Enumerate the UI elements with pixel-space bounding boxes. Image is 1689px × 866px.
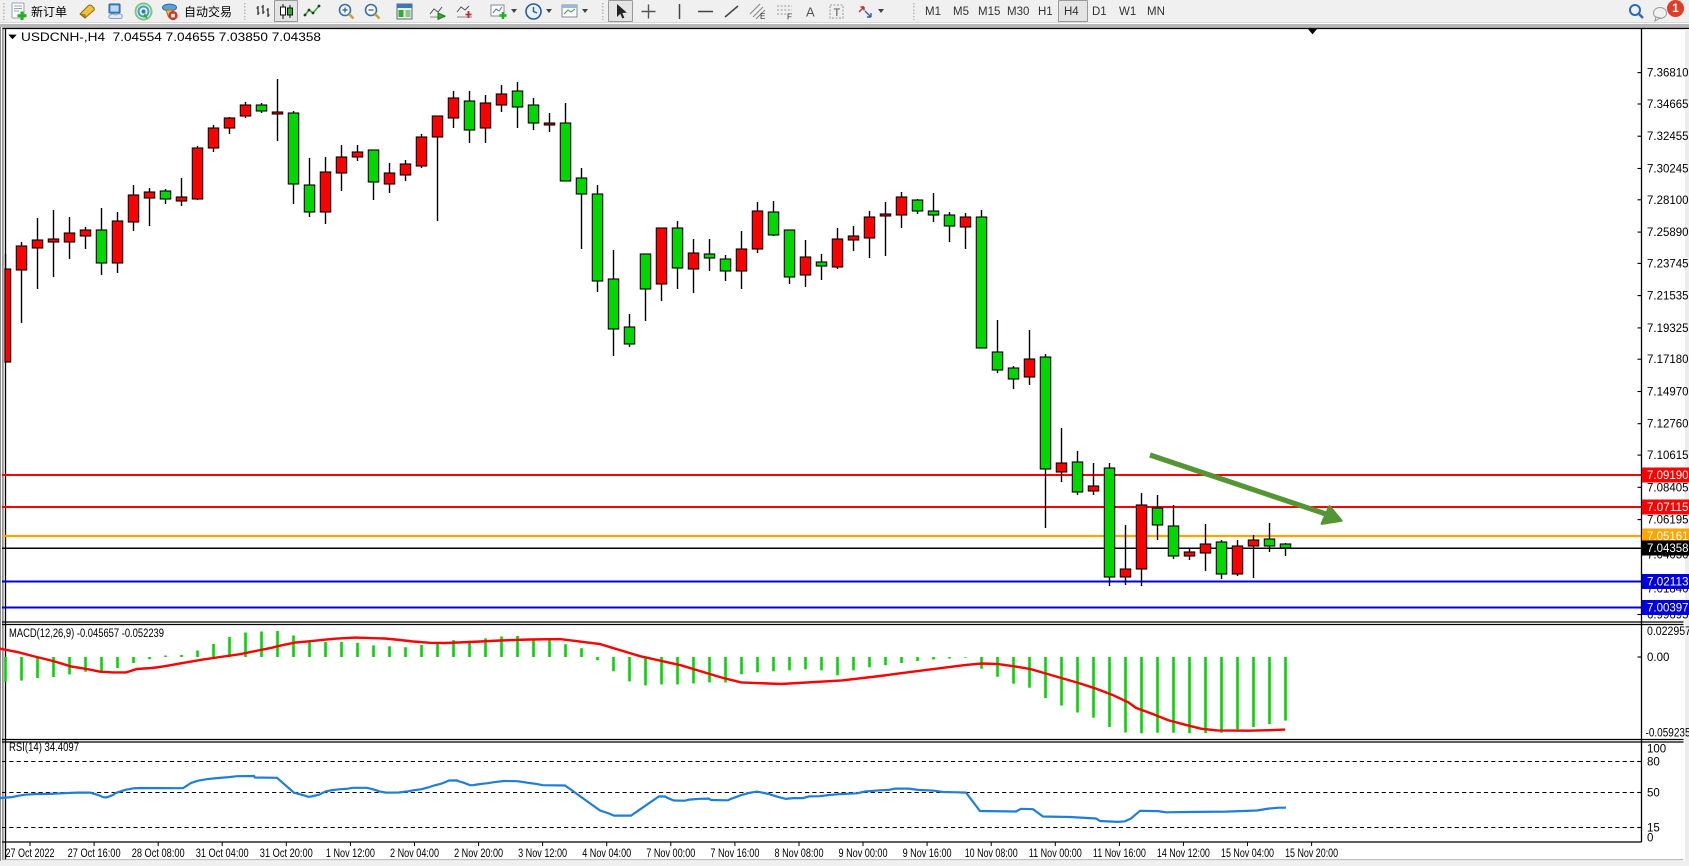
svg-text:7.17180: 7.17180: [1647, 354, 1689, 366]
svg-text:7.08405: 7.08405: [1647, 482, 1689, 494]
svg-text:7 Nov 16:00: 7 Nov 16:00: [710, 848, 759, 860]
svg-text:7.12760: 7.12760: [1647, 419, 1689, 431]
svg-text:14 Nov 12:00: 14 Nov 12:00: [1157, 848, 1210, 860]
svg-text:1 Nov 12:00: 1 Nov 12:00: [326, 848, 375, 860]
svg-text:0.00: 0.00: [1647, 652, 1669, 664]
svg-text:7.09190: 7.09190: [1647, 470, 1689, 482]
svg-text:9 Nov 16:00: 9 Nov 16:00: [903, 848, 952, 860]
svg-text:4 Nov 04:00: 4 Nov 04:00: [582, 848, 631, 860]
svg-text:7.21535: 7.21535: [1647, 291, 1689, 303]
svg-text:7.05161: 7.05161: [1647, 531, 1689, 543]
svg-text:2 Nov 20:00: 2 Nov 20:00: [454, 848, 503, 860]
svg-text:11 Nov 16:00: 11 Nov 16:00: [1093, 848, 1146, 860]
svg-text:7 Nov 00:00: 7 Nov 00:00: [646, 848, 695, 860]
svg-text:8 Nov 08:00: 8 Nov 08:00: [775, 848, 824, 860]
svg-text:7.07115: 7.07115: [1647, 502, 1689, 514]
svg-text:0.022957: 0.022957: [1647, 626, 1689, 638]
svg-text:11 Nov 00:00: 11 Nov 00:00: [1029, 848, 1082, 860]
svg-text:7.02113: 7.02113: [1647, 577, 1689, 589]
svg-text:7.30245: 7.30245: [1647, 164, 1689, 176]
svg-text:28 Oct 08:00: 28 Oct 08:00: [132, 848, 185, 860]
svg-text:F: F: [787, 13, 792, 22]
svg-text:15 Nov 20:00: 15 Nov 20:00: [1285, 848, 1338, 860]
svg-text:7.00397: 7.00397: [1647, 603, 1689, 615]
svg-text:7.36810: 7.36810: [1647, 68, 1689, 80]
svg-text:31 Oct 04:00: 31 Oct 04:00: [196, 848, 249, 860]
svg-text:80: 80: [1647, 757, 1660, 769]
svg-text:USDCNH-,H4 7.04554 7.04655 7.: USDCNH-,H4 7.04554 7.04655 7.03850 7.043…: [21, 30, 321, 44]
svg-text:10 Nov 08:00: 10 Nov 08:00: [965, 848, 1018, 860]
svg-text:RSI(14) 34.4097: RSI(14) 34.4097: [9, 742, 79, 754]
svg-text:3 Nov 12:00: 3 Nov 12:00: [518, 848, 567, 860]
svg-text:MACD(12,26,9) -0.045657 -0.052: MACD(12,26,9) -0.045657 -0.052239: [9, 628, 164, 640]
svg-text:7.34665: 7.34665: [1647, 99, 1689, 111]
svg-text:-0.059235: -0.059235: [1646, 728, 1689, 740]
svg-text:7.04358: 7.04358: [1647, 543, 1689, 555]
svg-text:7.19325: 7.19325: [1647, 323, 1689, 335]
svg-text:15: 15: [1647, 823, 1660, 835]
svg-text:T: T: [834, 7, 841, 19]
svg-text:7.23745: 7.23745: [1647, 258, 1689, 270]
svg-text:7.32455: 7.32455: [1647, 131, 1689, 143]
svg-text:E: E: [760, 12, 765, 21]
svg-text:7.06195: 7.06195: [1647, 515, 1689, 527]
svg-text:50: 50: [1647, 788, 1660, 800]
svg-text:15 Nov 04:00: 15 Nov 04:00: [1221, 848, 1274, 860]
svg-text:7.25890: 7.25890: [1647, 227, 1689, 239]
svg-text:0: 0: [1647, 833, 1653, 845]
svg-text:7.10615: 7.10615: [1647, 450, 1689, 462]
svg-text:27 Oct 2022: 27 Oct 2022: [6, 848, 55, 860]
svg-text:31 Oct 20:00: 31 Oct 20:00: [260, 848, 313, 860]
svg-text:27 Oct 16:00: 27 Oct 16:00: [68, 848, 121, 860]
svg-text:7.14970: 7.14970: [1647, 387, 1689, 399]
svg-text:2 Nov 04:00: 2 Nov 04:00: [390, 848, 439, 860]
svg-text:9 Nov 00:00: 9 Nov 00:00: [839, 848, 888, 860]
svg-text:A: A: [806, 5, 815, 20]
svg-text:7.28100: 7.28100: [1647, 195, 1689, 207]
svg-text:100: 100: [1647, 744, 1666, 756]
